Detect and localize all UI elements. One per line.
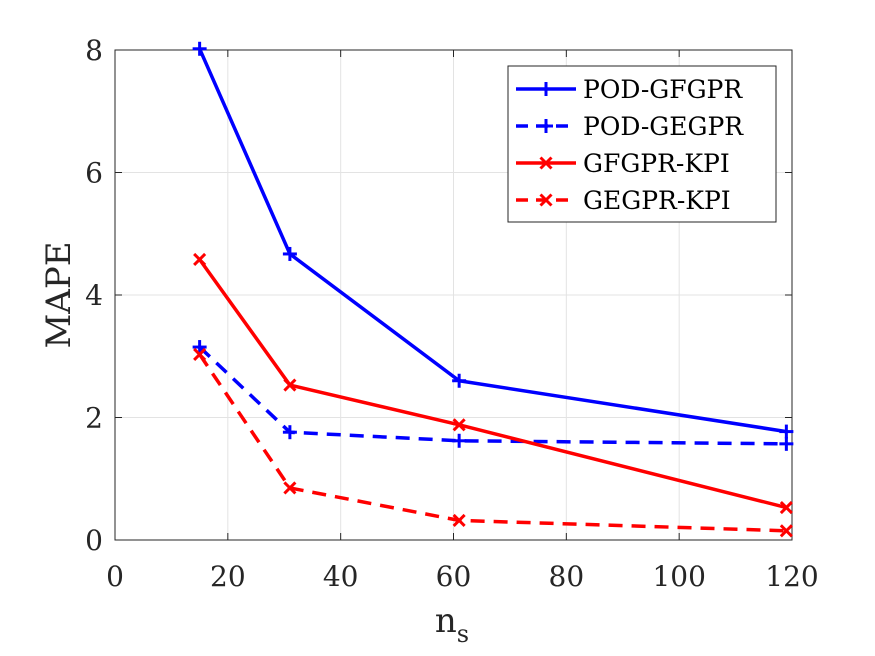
data-point-pod-gfgpr [192,41,207,56]
data-point-gfgpr-kpi [779,500,793,515]
x-marker-b [779,524,793,538]
series-line-gegpr-kpi [198,353,787,533]
series-pod-gfgpr [192,41,794,439]
y-tick-label: 2 [85,402,103,435]
x-tick-label: 0 [106,560,124,593]
data-point-pod-gegpr [192,340,207,355]
x-axis-title-main: n [435,601,457,641]
data-point-gegpr-kpi [283,481,297,495]
x-marker-b [283,481,297,495]
x-tick-label: 100 [652,560,705,593]
legend: POD-GFGPR POD-GEGPR GFGPR-KPI GEGPR-KPI [507,65,777,223]
x-marker-b [539,156,553,170]
legend-item-pod-gegpr: POD-GEGPR [516,112,744,141]
data-point-gegpr-kpi [193,347,207,361]
legend-item-pod-gfgpr: POD-GFGPR [516,75,743,104]
x-tick-label: 60 [436,560,472,593]
x-tick-label: 40 [323,560,359,593]
y-tick-label: 8 [85,34,103,67]
x-axis-title: ns [435,601,469,648]
legend-marker-pod-gfgpr [539,82,553,96]
y-tick-label: 6 [85,157,103,190]
legend-item-gfgpr-kpi: GFGPR-KPI [516,149,730,178]
series-gfgpr-kpi [193,252,793,515]
x-axis-title-subscript: s [457,620,469,648]
y-tick-label: 4 [85,279,103,312]
series-line-pod-gfgpr [198,48,787,434]
x-marker-b [193,252,207,267]
data-point-pod-gegpr [452,433,467,448]
x-marker-b [539,193,553,207]
x-tick-label: 20 [210,560,246,593]
x-marker-b [283,378,297,392]
data-point-gegpr-kpi [779,524,793,538]
series-line-pod-gegpr [198,345,787,446]
legend-label-pod-gfgpr: POD-GFGPR [583,75,743,104]
ticks: 0 20 40 60 80 100 120 0 2 4 6 8 [85,34,819,593]
x-marker-b [779,500,793,515]
x-marker-b [452,513,466,527]
data-point-gegpr-kpi [452,513,466,527]
x-marker-b [452,418,466,432]
series [192,41,794,538]
data-point-gfgpr-kpi [283,378,297,392]
x-tick-label: 120 [765,560,818,593]
data-point-pod-gegpr [282,425,297,440]
legend-label-gegpr-kpi: GEGPR-KPI [583,186,731,215]
legend-item-gegpr-kpi: GEGPR-KPI [516,186,731,215]
legend-box [507,65,777,223]
data-point-pod-gegpr [779,436,794,451]
y-tick-label: 0 [85,524,103,557]
data-point-pod-gfgpr [779,424,794,439]
series-line-gfgpr-kpi [198,258,787,510]
legend-marker-gfgpr-kpi [539,156,553,170]
y-axis-title: MAPE [39,241,79,348]
data-point-gfgpr-kpi [193,252,207,267]
series-pod-gegpr [192,340,794,451]
legend-marker-gegpr-kpi [539,193,553,207]
series-gegpr-kpi [193,347,793,538]
data-point-pod-gfgpr [452,373,467,388]
legend-marker-pod-gegpr [539,119,553,133]
x-tick-label: 80 [549,560,585,593]
legend-label-pod-gegpr: POD-GEGPR [583,112,744,141]
legend-label-gfgpr-kpi: GFGPR-KPI [583,149,730,178]
data-point-gfgpr-kpi [452,418,466,432]
data-point-pod-gfgpr [282,246,297,261]
x-marker-b [193,347,207,361]
